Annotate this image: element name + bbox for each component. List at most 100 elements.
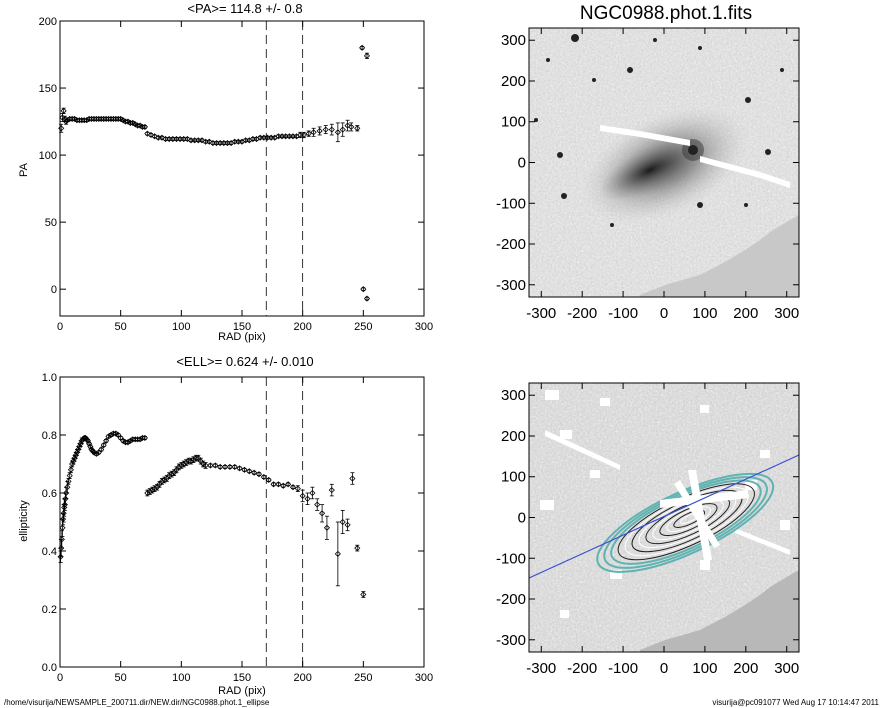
data-point xyxy=(57,553,64,560)
data-point xyxy=(144,130,151,137)
image-y-tick-label: -200 xyxy=(496,236,526,253)
data-point xyxy=(289,484,297,491)
isophote-ellipse xyxy=(666,506,712,532)
data-point xyxy=(334,129,341,136)
data-point xyxy=(61,501,68,508)
data-point xyxy=(206,138,213,145)
data-point xyxy=(58,545,65,552)
data-point xyxy=(66,115,73,122)
image-x-tick-label: 0 xyxy=(660,660,668,677)
data-point xyxy=(265,476,272,484)
image-x-tick-label: -100 xyxy=(608,305,638,322)
data-point xyxy=(363,295,371,302)
data-point xyxy=(363,52,371,59)
data-point xyxy=(323,524,330,531)
x-tick-label: 150 xyxy=(233,672,251,684)
data-point xyxy=(255,471,263,478)
y-tick-label: 0.4 xyxy=(42,546,57,558)
data-point xyxy=(275,481,282,488)
data-point xyxy=(65,478,72,485)
image-y-tick-label: 200 xyxy=(501,73,526,90)
data-point xyxy=(100,442,107,449)
image-panel-title: NGC0988.phot.1.fits xyxy=(580,3,752,24)
data-point xyxy=(129,436,136,443)
isophote-ellipse xyxy=(659,503,718,537)
data-point xyxy=(58,125,65,132)
data-point xyxy=(314,501,321,508)
data-point xyxy=(103,115,110,122)
mask-patches xyxy=(540,390,790,618)
image-y-tick-label: -100 xyxy=(496,550,526,567)
data-point xyxy=(207,462,214,469)
x-tick-label: 300 xyxy=(415,672,433,684)
data-point xyxy=(78,117,85,124)
ellipticity-y-axis-label: ellipticity xyxy=(18,500,30,542)
data-point xyxy=(192,455,199,462)
pa-panel-title: <PA>= 114.8 +/- 0.8 xyxy=(187,1,302,16)
data-point xyxy=(137,436,144,443)
data-point xyxy=(158,478,165,485)
image-x-tick-label: -200 xyxy=(567,660,597,677)
x-tick-label: 100 xyxy=(172,672,190,684)
pa-profile-panel: 0 50 100 150 200 250 300 0 50 100 150 200 xyxy=(39,16,434,333)
data-point xyxy=(151,485,158,492)
data-point xyxy=(328,126,335,133)
y-tick-label: 200 xyxy=(39,16,57,28)
data-point xyxy=(95,115,102,122)
data-point xyxy=(115,115,122,122)
data-point xyxy=(354,545,361,552)
data-point xyxy=(151,133,158,140)
data-point xyxy=(98,446,105,453)
data-point xyxy=(231,463,238,470)
data-point xyxy=(149,487,156,494)
data-point xyxy=(241,466,248,473)
ellipticity-x-axis-label: RAD (pix) xyxy=(218,685,266,697)
data-point xyxy=(93,450,100,457)
image-x-tick-label: 100 xyxy=(692,305,717,322)
masked-image-raster xyxy=(529,383,799,652)
data-point xyxy=(280,482,287,489)
image-x-tick-label: 300 xyxy=(774,660,799,677)
data-point xyxy=(309,489,316,497)
data-point xyxy=(190,456,197,463)
image-axis-ticks: -300 -200 -100 0 100 200 300 -300 -200 -100 0 100 20… xyxy=(496,28,799,677)
y-tick-label: 100 xyxy=(39,150,57,162)
data-point xyxy=(334,550,341,557)
x-tick-label: 250 xyxy=(354,672,372,684)
x-tick-label: 150 xyxy=(233,321,251,333)
data-point xyxy=(299,492,306,499)
pa-direction-line xyxy=(529,454,799,579)
data-point xyxy=(198,137,206,144)
data-point xyxy=(112,115,119,122)
plot-frame xyxy=(59,20,425,317)
data-point xyxy=(127,119,134,126)
data-point xyxy=(64,484,71,491)
x-tick-label: 300 xyxy=(415,321,433,333)
y-tick-label: 1.0 xyxy=(42,372,57,384)
data-point xyxy=(134,122,141,129)
data-point xyxy=(141,123,148,130)
image-x-tick-label: 100 xyxy=(692,660,717,677)
data-point xyxy=(69,115,76,122)
isophote-ellipse xyxy=(673,509,706,528)
data-point xyxy=(349,475,356,482)
data-point xyxy=(348,123,355,130)
footer-file-path: /home/visurija/NEWSAMPLE_200711.dir/NEW.… xyxy=(4,698,270,707)
data-point xyxy=(63,489,70,497)
image-y-tick-label: 200 xyxy=(501,428,526,445)
data-point xyxy=(63,118,70,125)
data-point xyxy=(127,437,134,444)
data-point xyxy=(360,591,367,598)
data-point xyxy=(236,465,243,472)
image-x-tick-label: -300 xyxy=(526,660,556,677)
image-x-tick-label: -100 xyxy=(608,660,638,677)
data-point xyxy=(322,126,329,133)
data-point xyxy=(122,439,129,446)
isophote-ellipse xyxy=(652,499,724,541)
data-point xyxy=(81,117,88,124)
data-point xyxy=(344,521,351,528)
data-point xyxy=(93,115,100,122)
image-y-tick-label: -200 xyxy=(496,591,526,608)
image-x-tick-label: -200 xyxy=(567,305,597,322)
